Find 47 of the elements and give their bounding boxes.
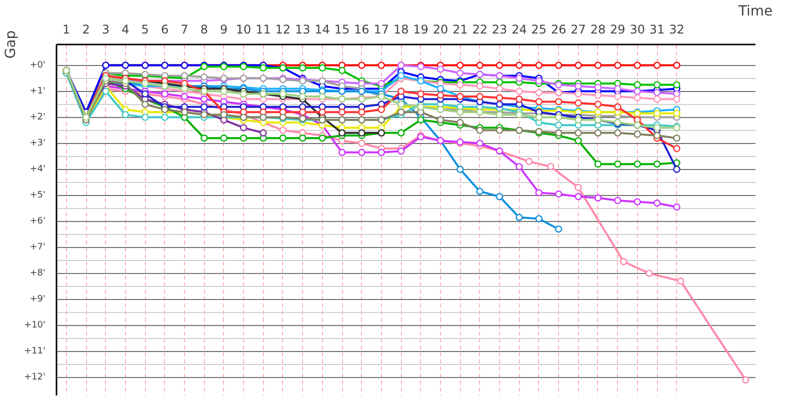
y-tick-label: +0' xyxy=(30,60,46,70)
x-tick-label: 21 xyxy=(452,22,468,36)
x-tick-label: 9 xyxy=(220,22,228,36)
x-tick-label: 8 xyxy=(200,22,208,36)
y-tick-label: +3' xyxy=(30,138,46,148)
x-tick-label: 24 xyxy=(512,22,527,36)
x-tick-label: 5 xyxy=(141,22,149,36)
x-tick-label: 19 xyxy=(413,22,428,36)
y-tick-label: +1' xyxy=(30,86,46,96)
y-tick-label: +4' xyxy=(30,164,46,174)
x-tick-label: 4 xyxy=(122,22,130,36)
y-tick-label: +5' xyxy=(30,190,46,200)
x-tick-label: 22 xyxy=(472,22,488,36)
y-axis-title: Gap xyxy=(3,30,20,59)
x-tick-label: 25 xyxy=(531,22,547,36)
y-tick-label: +8' xyxy=(30,268,46,278)
x-tick-label: 11 xyxy=(256,22,271,36)
x-tick-label: 26 xyxy=(550,22,566,36)
x-tick-label: 14 xyxy=(314,22,330,36)
x-tick-label: 23 xyxy=(492,22,508,36)
y-tick-label: +2' xyxy=(30,112,46,122)
x-tick-label: 6 xyxy=(160,22,169,36)
y-tick-label: +10' xyxy=(24,320,46,330)
x-tick-label: 28 xyxy=(590,22,606,36)
x-tick-label: 2 xyxy=(82,22,90,36)
x-tick-label: 20 xyxy=(432,22,448,36)
x-tick-label: 27 xyxy=(570,22,586,36)
x-tick-label: 13 xyxy=(294,22,310,36)
y-tick-label: +6' xyxy=(30,216,46,226)
x-tick-label: 18 xyxy=(393,22,409,36)
x-axis-title: Time xyxy=(737,4,773,20)
y-tick-label: +11' xyxy=(24,346,46,356)
x-tick-label: 31 xyxy=(649,22,665,36)
x-tick-label: 7 xyxy=(180,22,188,36)
x-tick-label: 3 xyxy=(102,22,110,36)
y-tick-label: +12' xyxy=(24,372,46,382)
x-tick-label: 17 xyxy=(374,22,390,36)
x-tick-label: 16 xyxy=(354,22,370,36)
y-tick-label: +9' xyxy=(30,294,46,304)
x-tick-label: 32 xyxy=(669,22,684,36)
x-tick-label: 15 xyxy=(334,22,350,36)
x-tick-label: 30 xyxy=(630,22,646,36)
x-tick-label: 10 xyxy=(236,22,252,36)
x-tick-label: 29 xyxy=(610,22,626,36)
x-tick-label: 12 xyxy=(275,22,291,36)
y-tick-label: +7' xyxy=(30,242,46,252)
x-tick-label: 1 xyxy=(62,22,70,36)
